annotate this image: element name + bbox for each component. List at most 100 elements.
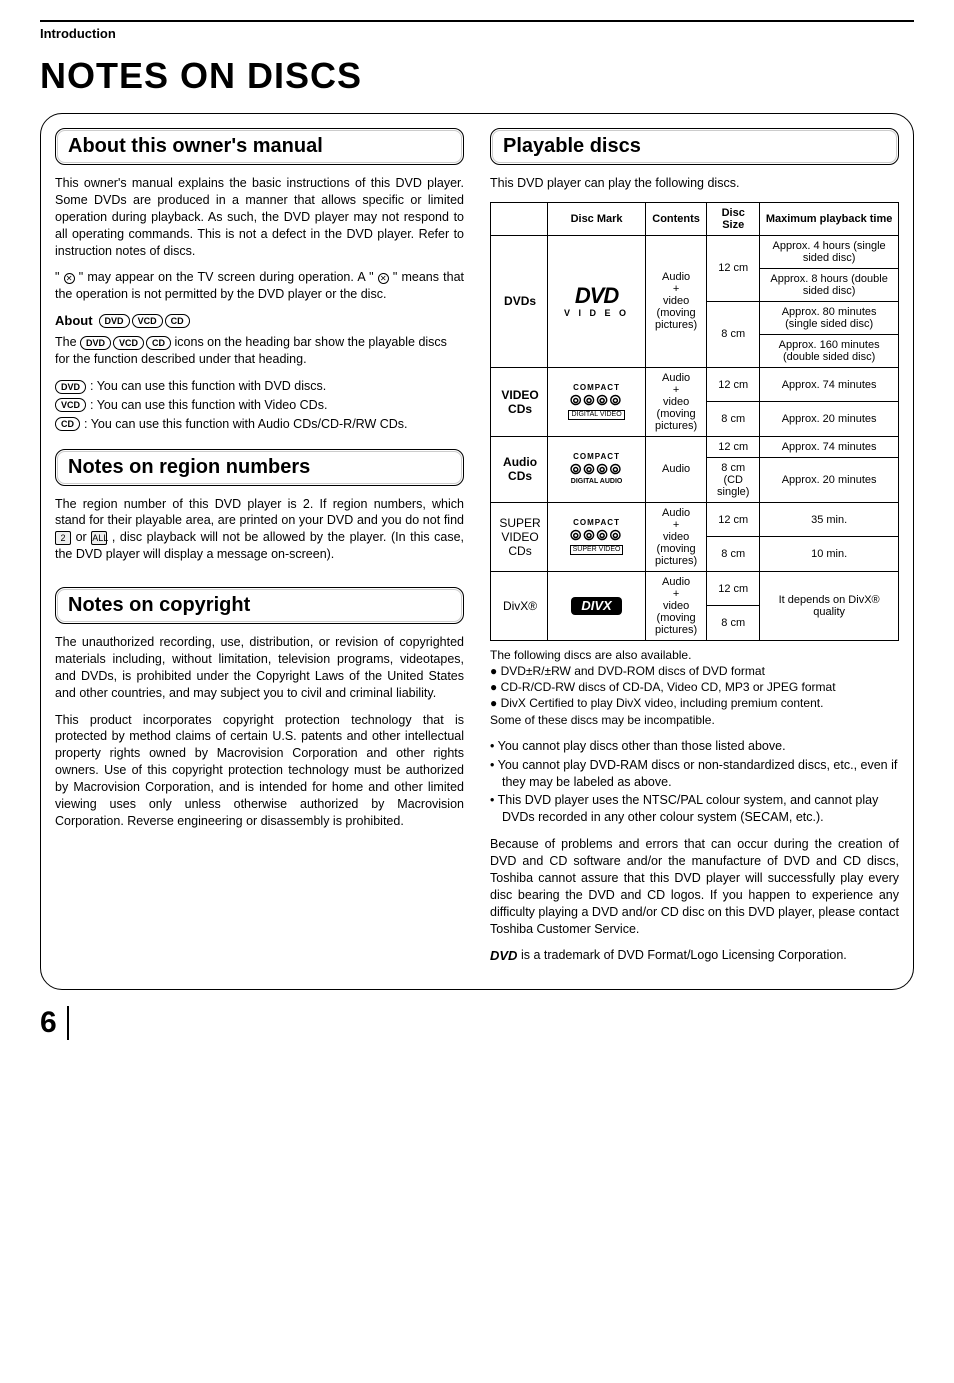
cd-chip-icon: CD bbox=[165, 314, 190, 328]
contents-cell: Audio + video (moving pictures) bbox=[646, 367, 707, 436]
time-cell: Approx. 20 minutes bbox=[760, 402, 899, 437]
table-notes: The following discs are also available. … bbox=[490, 647, 899, 728]
contents-cell: Audio bbox=[646, 436, 707, 502]
trademark-para: DVD is a trademark of DVD Format/Logo Li… bbox=[490, 947, 899, 965]
txt: , disc playback will not be allowed by t… bbox=[55, 530, 464, 561]
prohibit-icon: ✕ bbox=[64, 273, 75, 284]
dvd-logo-icon: DVD bbox=[552, 284, 641, 308]
chip-row: DVD VCD CD bbox=[99, 314, 190, 328]
txt: : You can use this function with DVD dis… bbox=[90, 378, 326, 395]
dvd-logo-sub: V I D E O bbox=[552, 309, 641, 319]
right-column: Playable discs This DVD player can play … bbox=[490, 128, 899, 975]
table-row: SUPER VIDEO CDs COMPACT ⦾⦾⦾⦾ SUPER VIDEO… bbox=[491, 502, 899, 537]
notes-incompat: Some of these discs may be incompatible. bbox=[490, 712, 899, 728]
size-cell: 12 cm bbox=[707, 571, 760, 606]
contents-cell: Audio + video (moving pictures) bbox=[646, 571, 707, 640]
row-label: VIDEO CDs bbox=[491, 367, 548, 436]
divx-logo-icon: DIVX bbox=[571, 597, 621, 615]
cd-chip-icon: CD bbox=[55, 417, 80, 431]
time-cell: Approx. 80 minutes (single sided disc) bbox=[760, 301, 899, 334]
size-cell: 8 cm bbox=[707, 537, 760, 572]
dvd-chip-icon: DVD bbox=[80, 336, 111, 350]
page-title: NOTES ON DISCS bbox=[40, 55, 914, 97]
disc-word: ⦾⦾⦾⦾ bbox=[552, 393, 641, 408]
dvd-chip-icon: DVD bbox=[55, 380, 86, 394]
notes-lead: The following discs are also available. bbox=[490, 647, 899, 663]
contents-cell: Audio + video (moving pictures) bbox=[646, 502, 707, 571]
heading-text: Playable discs bbox=[503, 135, 886, 158]
header-rule bbox=[40, 20, 914, 22]
size-cell: 12 cm bbox=[707, 367, 760, 402]
compact-sub: DIGITAL VIDEO bbox=[568, 410, 624, 420]
section-label: Introduction bbox=[40, 26, 914, 41]
copyright-para2: This product incorporates copyright prot… bbox=[55, 712, 464, 830]
list-item: This DVD player uses the NTSC/PAL colour… bbox=[490, 792, 899, 826]
caution-list: You cannot play discs other than those l… bbox=[490, 738, 899, 826]
txt: : You can use this function with Video C… bbox=[90, 397, 327, 414]
heading-text: Notes on region numbers bbox=[68, 456, 451, 479]
about-chips-heading: About DVD VCD CD bbox=[55, 313, 464, 328]
row-label: DVDs bbox=[491, 235, 548, 367]
heading-copyright: Notes on copyright bbox=[55, 587, 464, 624]
heading-text: About this owner's manual bbox=[68, 135, 451, 158]
txt: is a trademark of DVD Format/Logo Licens… bbox=[521, 949, 847, 963]
heading-about-manual: About this owner's manual bbox=[55, 128, 464, 165]
contents-cell: Audio + video (moving pictures) bbox=[646, 235, 707, 367]
note-item: DVD±R/±RW and DVD-ROM discs of DVD forma… bbox=[490, 663, 899, 679]
content-frame: About this owner's manual This owner's m… bbox=[40, 113, 914, 990]
vcd-chip-icon: VCD bbox=[55, 398, 86, 412]
table-row: DivX® DIVX Audio + video (moving picture… bbox=[491, 571, 899, 606]
th-mark: Disc Mark bbox=[548, 202, 646, 235]
note-item: CD-R/CD-RW discs of CD-DA, Video CD, MP3… bbox=[490, 679, 899, 695]
page-number: 6 bbox=[40, 1006, 69, 1040]
cd-chip-icon: CD bbox=[146, 336, 171, 350]
size-cell: 8 cm bbox=[707, 402, 760, 437]
prohibit-icon: ✕ bbox=[378, 273, 389, 284]
problems-para: Because of problems and errors that can … bbox=[490, 836, 899, 937]
vcd-logo-cell: COMPACT ⦾⦾⦾⦾ DIGITAL VIDEO bbox=[548, 367, 646, 436]
th-blank bbox=[491, 202, 548, 235]
size-cell: 12 cm bbox=[707, 235, 760, 301]
time-cell: It depends on DivX® quality bbox=[760, 571, 899, 640]
chip-list-item: VCD : You can use this function with Vid… bbox=[55, 397, 464, 414]
chip-list-item: CD : You can use this function with Audi… bbox=[55, 416, 464, 433]
about-chips-para: The DVD VCD CD icons on the heading bar … bbox=[55, 334, 464, 368]
region-para: The region number of this DVD player is … bbox=[55, 496, 464, 564]
txt: " bbox=[55, 270, 64, 284]
time-cell: 35 min. bbox=[760, 502, 899, 537]
time-cell: Approx. 160 minutes (double sided disc) bbox=[760, 334, 899, 367]
heading-playable: Playable discs bbox=[490, 128, 899, 165]
left-column: About this owner's manual This owner's m… bbox=[55, 128, 464, 975]
heading-region: Notes on region numbers bbox=[55, 449, 464, 486]
disc-word: ⦾⦾⦾⦾ bbox=[552, 462, 641, 477]
acd-logo-cell: COMPACT ⦾⦾⦾⦾ DIGITAL AUDIO bbox=[548, 436, 646, 502]
vcd-chip-icon: VCD bbox=[132, 314, 163, 328]
txt: : You can use this function with Audio C… bbox=[84, 416, 408, 433]
row-label: SUPER VIDEO CDs bbox=[491, 502, 548, 571]
list-item: You cannot play discs other than those l… bbox=[490, 738, 899, 755]
table-row: VIDEO CDs COMPACT ⦾⦾⦾⦾ DIGITAL VIDEO Aud… bbox=[491, 367, 899, 402]
txt: or bbox=[76, 530, 92, 544]
note-item: DivX Certified to play DivX video, inclu… bbox=[490, 695, 899, 711]
copyright-para1: The unauthorized recording, use, distrib… bbox=[55, 634, 464, 702]
disc-word: ⦾⦾⦾⦾ bbox=[552, 528, 641, 543]
chip-row: DVD VCD CD bbox=[80, 336, 171, 350]
size-cell: 8 cm bbox=[707, 606, 760, 641]
row-label: Audio CDs bbox=[491, 436, 548, 502]
dvd-chip-icon: DVD bbox=[99, 314, 130, 328]
time-cell: Approx. 20 minutes bbox=[760, 457, 899, 502]
size-cell: 8 cm bbox=[707, 301, 760, 367]
time-cell: Approx. 74 minutes bbox=[760, 367, 899, 402]
playable-intro: This DVD player can play the following d… bbox=[490, 175, 899, 192]
table-row: Audio CDs COMPACT ⦾⦾⦾⦾ DIGITAL AUDIO Aud… bbox=[491, 436, 899, 457]
svcd-logo-cell: COMPACT ⦾⦾⦾⦾ SUPER VIDEO bbox=[548, 502, 646, 571]
compact-sub: SUPER VIDEO bbox=[570, 545, 624, 555]
divx-logo-cell: DIVX bbox=[548, 571, 646, 640]
list-item: You cannot play DVD-RAM discs or non-sta… bbox=[490, 757, 899, 791]
txt: The bbox=[55, 335, 80, 349]
region-all-icon: ALL bbox=[91, 531, 107, 545]
about-manual-para2: " ✕ " may appear on the TV screen during… bbox=[55, 269, 464, 303]
dvd-mini-logo-icon: DVD bbox=[490, 947, 517, 965]
txt: The region number of this DVD player is … bbox=[55, 497, 464, 528]
size-cell: 8 cm (CD single) bbox=[707, 457, 760, 502]
